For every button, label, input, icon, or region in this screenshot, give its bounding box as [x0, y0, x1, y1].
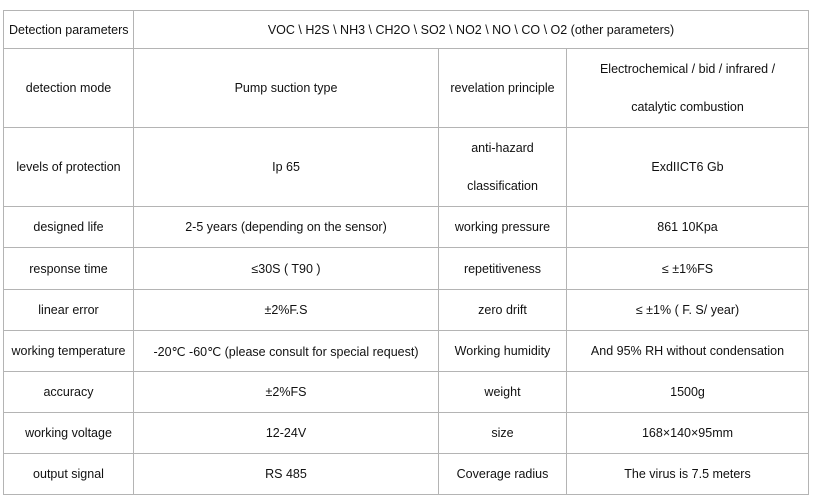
table-cell: working voltage	[3, 412, 134, 454]
table-cell: Pump suction type	[133, 48, 439, 128]
table-cell: 2-5 years (depending on the sensor)	[133, 206, 439, 248]
table-cell: response time	[3, 247, 134, 290]
table-cell: Working humidity	[438, 330, 567, 372]
table-cell: ±2%F.S	[133, 289, 439, 331]
table-row: accuracy ±2%FS weight 1500g	[3, 371, 810, 413]
table-cell: Ip 65	[133, 127, 439, 207]
table-row: working voltage 12-24V size 168×140×95mm	[3, 412, 810, 454]
table-cell: accuracy	[3, 371, 134, 413]
table-cell: ≤ ±1% ( F. S/ year)	[565, 289, 810, 331]
table-row: linear error ±2%F.S zero drift ≤ ±1% ( F. S…	[3, 289, 810, 331]
table-cell: 12-24V	[133, 412, 439, 454]
table-row: detection mode Pump suction type revelatio…	[3, 48, 810, 128]
table-cell: Detection parameters	[3, 10, 134, 49]
table-row: designed life 2-5 years (depending on the…	[3, 206, 810, 248]
table-cell: 1500g	[565, 371, 810, 413]
table-cell: -20℃ -60℃ (please consult for special re…	[133, 330, 439, 372]
table-cell: 168×140×95mm	[565, 412, 810, 454]
table-row: output signal RS 485 Coverage radius The vi…	[3, 453, 810, 495]
table-cell: 861 10Kpa	[565, 206, 810, 248]
table-cell: And 95% RH without condensation	[565, 330, 810, 372]
table-cell: ≤30S ( T90 )	[133, 247, 439, 290]
cell-line: classification	[467, 179, 538, 193]
table-cell: weight	[438, 371, 567, 413]
table-row: levels of protection Ip 65 anti-hazard clas…	[3, 127, 810, 207]
table-cell: The virus is 7.5 meters	[565, 453, 810, 495]
table-cell: VOC \ H2S \ NH3 \ CH2O \ SO2 \ NO2 \ NO …	[132, 10, 810, 49]
cell-line: Electrochemical / bid / infrared /	[599, 62, 776, 76]
table-cell: revelation principle	[438, 48, 567, 128]
cell-line: anti-hazard	[471, 141, 534, 155]
table-cell: levels of protection	[3, 127, 134, 207]
table-cell: repetitiveness	[438, 247, 567, 290]
table-row: Detection parameters VOC \ H2S \ NH3 \ CH…	[3, 10, 810, 49]
table-cell: ±2%FS	[133, 371, 439, 413]
spec-table: Detection parameters VOC \ H2S \ NH3 \ CH…	[3, 10, 810, 495]
table-cell: anti-hazard classification	[438, 127, 567, 207]
cell-line: catalytic combustion	[631, 100, 744, 114]
table-cell: working pressure	[438, 206, 567, 248]
table-cell: RS 485	[133, 453, 439, 495]
table-row: response time ≤30S ( T90 ) repetitiveness ≤…	[3, 247, 810, 290]
table-row: working temperature -20℃ -60℃ (please con…	[3, 330, 810, 372]
table-cell: output signal	[3, 453, 134, 495]
table-cell: ≤ ±1%FS	[565, 247, 810, 290]
table-cell: linear error	[3, 289, 134, 331]
table-cell: working temperature	[3, 330, 134, 372]
table-cell: zero drift	[438, 289, 567, 331]
table-cell: Electrochemical / bid / infrared / cataly…	[565, 48, 810, 128]
table-cell: designed life	[3, 206, 134, 248]
table-cell: Coverage radius	[438, 453, 567, 495]
table-cell: size	[438, 412, 567, 454]
table-cell: ExdIICT6 Gb	[565, 127, 810, 207]
table-cell: detection mode	[3, 48, 134, 128]
